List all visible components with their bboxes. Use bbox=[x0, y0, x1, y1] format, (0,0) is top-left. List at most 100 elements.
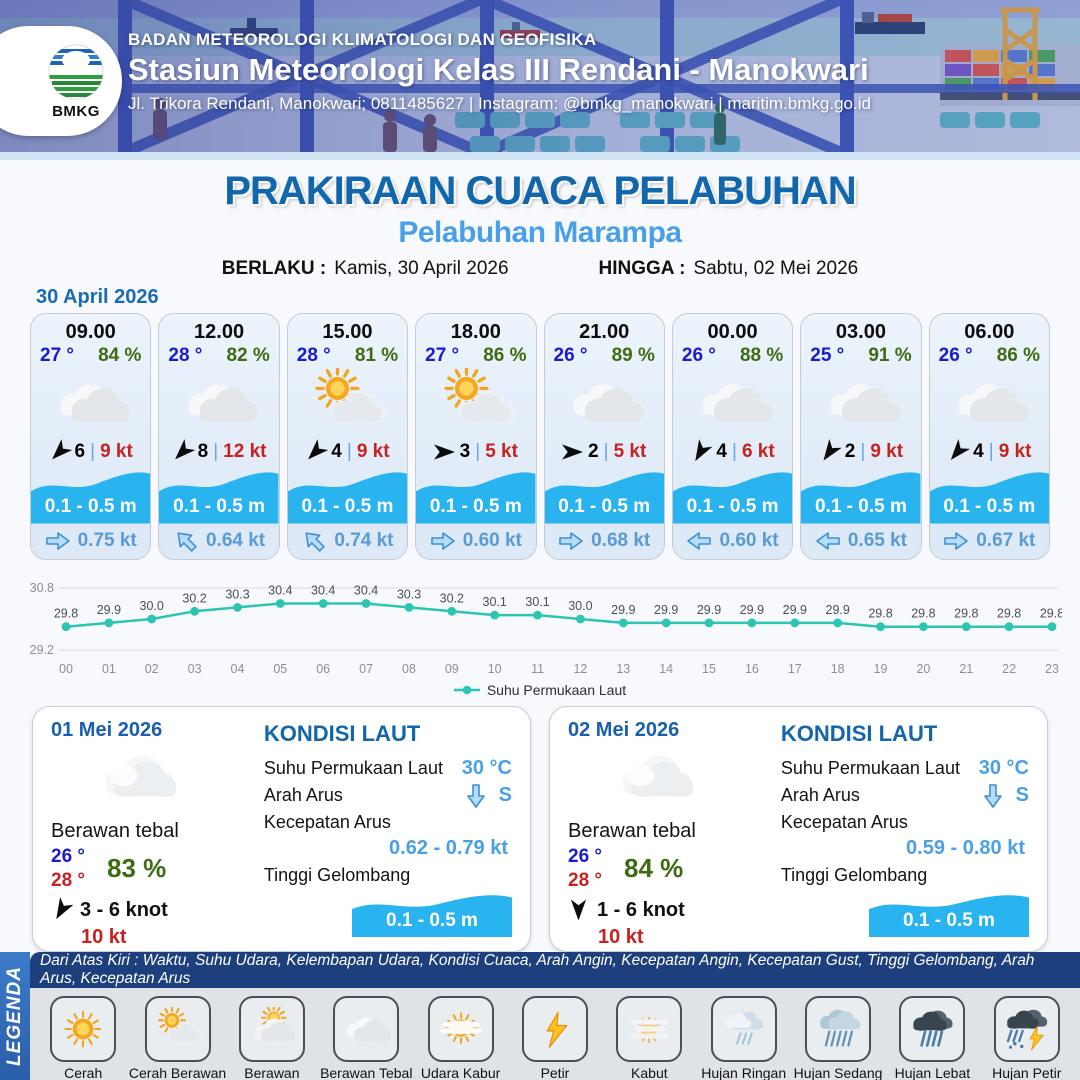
legend-item: Berawan bbox=[228, 996, 316, 1080]
svg-text:30.0: 30.0 bbox=[568, 599, 592, 613]
gust-speed: 9 kt bbox=[100, 440, 133, 462]
svg-text:29.8: 29.8 bbox=[997, 607, 1021, 621]
current-speed: 0.67 kt bbox=[976, 530, 1036, 552]
hourly-card: 06.00 26 ° 86 % 4 | 9 kt 0.1 - 0.5 m bbox=[928, 313, 1050, 560]
current-dir-row: Arah Arus S bbox=[781, 782, 1029, 809]
svg-text:30.2: 30.2 bbox=[182, 591, 206, 605]
hourly-card: 18.00 27 ° 86 % 3 | 5 kt 0.1 - 0.5 m bbox=[415, 313, 537, 560]
legend-item: Hujan Petir bbox=[983, 996, 1071, 1080]
wave-height: 0.1 - 0.5 m bbox=[44, 495, 137, 517]
legend-main: Dari Atas Kiri : Waktu, Suhu Udara, Kele… bbox=[30, 952, 1080, 1080]
wave-shape bbox=[672, 472, 793, 524]
legend-item: Cerah bbox=[39, 996, 127, 1080]
wave-band: 0.1 - 0.5 m bbox=[672, 468, 793, 524]
card-current-row: 0.74 kt bbox=[287, 523, 408, 559]
current-speed: 0.60 kt bbox=[719, 530, 779, 552]
legend-item: Kabut bbox=[605, 996, 693, 1080]
weather-icon bbox=[801, 367, 920, 437]
svg-text:16: 16 bbox=[745, 662, 759, 676]
daily-condition: Berawan tebal bbox=[568, 820, 696, 842]
current-speed: 0.64 kt bbox=[205, 530, 266, 552]
card-temp-hum: 25 ° 91 % bbox=[801, 344, 920, 367]
card-temperature: 25 ° bbox=[810, 345, 845, 366]
svg-text:21: 21 bbox=[959, 662, 973, 676]
card-temp-hum: 28 ° 82 % bbox=[159, 344, 278, 367]
sst-row: Suhu Permukaan Laut 30 °C bbox=[264, 755, 512, 782]
current-speed-label-row: Kecepatan Arus bbox=[264, 809, 512, 836]
wind-speed: 2 bbox=[588, 440, 599, 462]
berlaku-value: Kamis, 30 April 2026 bbox=[334, 258, 509, 279]
daily-weather-icon bbox=[568, 742, 771, 818]
legend-section: LEGENDA Dari Atas Kiri : Waktu, Suhu Uda… bbox=[0, 952, 1080, 1080]
daily-temps: 26 ° 28 ° bbox=[568, 845, 602, 893]
svg-text:04: 04 bbox=[231, 662, 245, 676]
card-humidity: 86 % bbox=[996, 345, 1040, 366]
card-temp-hum: 26 ° 88 % bbox=[673, 344, 792, 367]
sea-title: KONDISI LAUT bbox=[263, 721, 421, 746]
wave-shape bbox=[31, 472, 151, 524]
wind-direction-icon bbox=[689, 438, 713, 465]
daily-left: 01 Mei 2026 Berawan tebal 26 ° 28 ° 83 %… bbox=[51, 719, 254, 948]
berlaku: BERLAKU : Kamis, 30 April 2026 bbox=[222, 258, 509, 280]
card-temperature: 26 ° bbox=[938, 345, 973, 366]
current-speed-value: 0.59 - 0.80 kt bbox=[906, 837, 1025, 859]
weather-icon bbox=[288, 367, 407, 437]
wave-shape bbox=[869, 895, 1029, 937]
svg-text:13: 13 bbox=[616, 662, 630, 676]
current-direction-icon bbox=[45, 531, 71, 551]
daily-wind-range: 1 - 6 knot bbox=[597, 898, 685, 921]
current-speed: 0.74 kt bbox=[334, 530, 394, 552]
card-wind-row: 2 | 5 kt bbox=[545, 437, 664, 466]
legend-weather-icon bbox=[427, 996, 494, 1062]
wave-band: 0.1 - 0.5 m bbox=[287, 468, 408, 524]
daily-temp-hum: 26 ° 28 ° 83 % bbox=[51, 845, 254, 893]
current-direction-icon bbox=[943, 531, 969, 551]
daily-temp-min: 26 ° bbox=[51, 846, 86, 867]
svg-text:11: 11 bbox=[531, 662, 544, 676]
wave-shape bbox=[544, 472, 664, 524]
current-speed: 0.75 kt bbox=[77, 530, 137, 552]
current-speed-label: Kecepatan Arus bbox=[780, 812, 908, 832]
card-temp-hum: 26 ° 89 % bbox=[545, 344, 664, 367]
daily-temps: 26 ° 28 ° bbox=[51, 845, 85, 893]
header-text: BADAN METEOROLOGI KLIMATOLOGI DAN GEOFIS… bbox=[128, 30, 871, 114]
daily-wind-row: 1 - 6 knot bbox=[568, 899, 771, 922]
weather-icon bbox=[673, 367, 792, 437]
legend-sidebar: LEGENDA bbox=[0, 952, 30, 1080]
legend-weather-icon bbox=[993, 996, 1060, 1062]
daily-humidity: 84 % bbox=[624, 853, 684, 884]
card-temperature: 28 ° bbox=[296, 345, 331, 366]
wave-label: Tinggi Gelombang bbox=[780, 865, 928, 885]
svg-text:30.1: 30.1 bbox=[525, 595, 549, 609]
wave-band: 0.1 - 0.5 m bbox=[31, 468, 151, 524]
card-temperature: 27 ° bbox=[425, 345, 460, 366]
svg-text:19: 19 bbox=[874, 662, 888, 676]
sst-label: Suhu Permukaan Laut bbox=[263, 758, 443, 778]
weather-icon bbox=[545, 367, 664, 437]
wind-direction-icon bbox=[46, 438, 72, 465]
wind-direction-icon bbox=[303, 438, 329, 465]
sst-chart: 30.8 29.2 29.8 00 29.9 01 30.0 02 30.2 03 30.3 04 30… bbox=[18, 572, 1062, 698]
current-direction-icon bbox=[983, 783, 1003, 809]
wind-speed: 8 bbox=[197, 440, 209, 462]
berlaku-label: BERLAKU : bbox=[221, 258, 327, 279]
hourly-card: 15.00 28 ° 81 % 4 | 9 kt 0.1 - 0.5 m bbox=[286, 313, 409, 560]
legend-item: Hujan Ringan bbox=[700, 996, 788, 1080]
current-direction-icon bbox=[430, 531, 456, 551]
daily-temp-max: 28 ° bbox=[51, 869, 86, 891]
wind-speed: 3 bbox=[459, 440, 471, 462]
hourly-card: 12.00 28 ° 82 % 8 | 12 kt 0.1 - 0.5 m bbox=[158, 313, 280, 560]
svg-text:00: 00 bbox=[59, 662, 73, 676]
svg-text:20: 20 bbox=[916, 662, 930, 676]
wind-direction-icon bbox=[169, 438, 195, 465]
daily-left: 02 Mei 2026 Berawan tebal 26 ° 28 ° 84 %… bbox=[568, 719, 771, 948]
header-divider bbox=[0, 152, 1080, 160]
agency-name: BADAN METEOROLOGI KLIMATOLOGI DAN GEOFIS… bbox=[128, 30, 597, 49]
card-time: 00.00 bbox=[707, 321, 758, 343]
card-humidity: 91 % bbox=[868, 345, 912, 366]
current-dir-value-wrap: S bbox=[980, 783, 1029, 809]
wind-speed: 2 bbox=[844, 440, 856, 462]
separator: | bbox=[346, 440, 352, 462]
svg-text:29.2: 29.2 bbox=[30, 643, 54, 657]
legend-item-label: Hujan Sedang bbox=[793, 1065, 883, 1080]
